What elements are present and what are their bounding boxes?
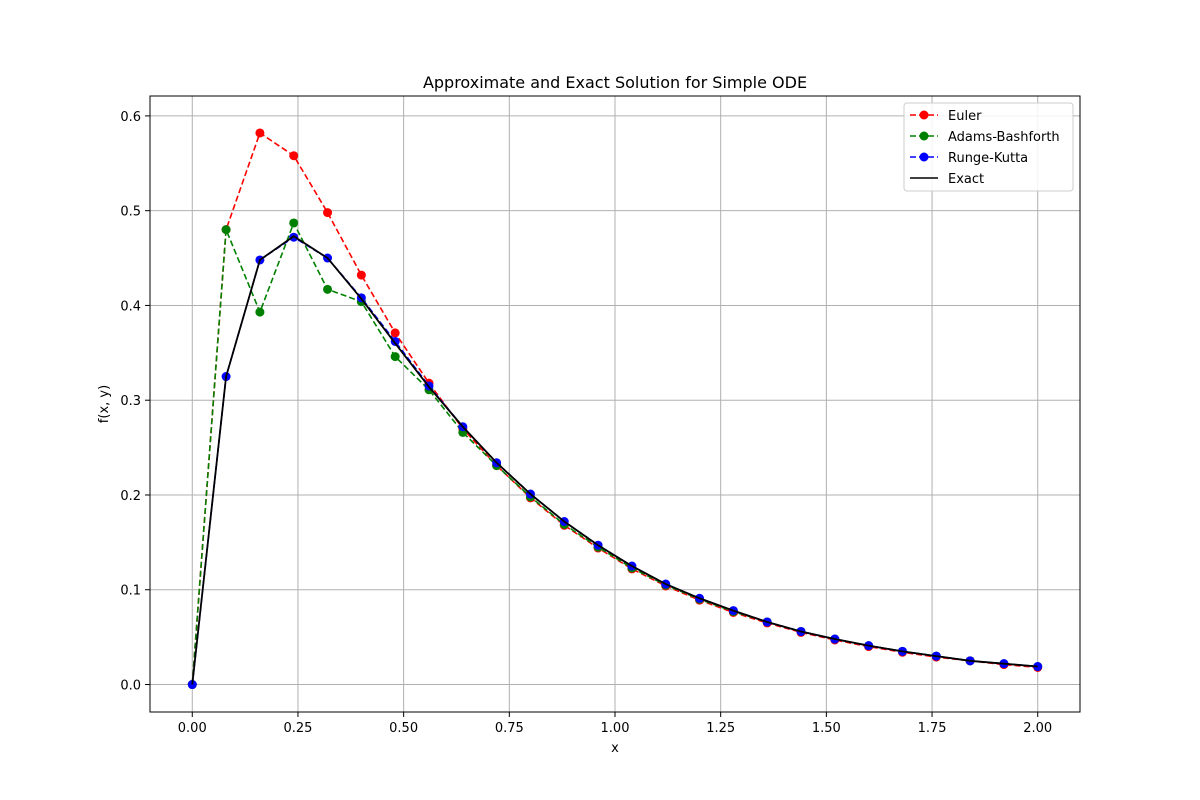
data-point-adams-bashforth: [390, 352, 400, 362]
series-exact: [191, 235, 1038, 685]
data-point-adams-bashforth: [289, 218, 299, 228]
legend-marker: [919, 131, 929, 141]
x-tick-label: 1.50: [812, 721, 841, 736]
y-tick-label: 0.1: [120, 584, 141, 599]
x-tick-label: 0.50: [389, 721, 418, 736]
chart-title: Approximate and Exact Solution for Simpl…: [423, 73, 807, 92]
series-line-exact: [191, 235, 1038, 685]
data-point-adams-bashforth: [221, 225, 231, 235]
x-tick-label: 0.00: [178, 721, 207, 736]
y-axis-label: f(x, y): [97, 385, 112, 423]
y-tick-label: 0.6: [120, 110, 141, 125]
data-point-euler: [289, 151, 299, 161]
x-axis-label: x: [611, 741, 619, 756]
y-axis: 0.0 0.1 0.2 0.3 0.4 0.5 0.6: [120, 110, 150, 694]
data-point-euler: [323, 208, 333, 218]
y-tick-label: 0.4: [120, 299, 141, 314]
data-point-euler: [255, 128, 265, 138]
legend-label: Runge-Kutta: [948, 151, 1028, 166]
series-line-euler: [191, 131, 1038, 685]
x-tick-label: 2.00: [1023, 721, 1052, 736]
legend-box: [903, 102, 1074, 192]
legend-item-exact: Exact: [910, 172, 984, 187]
x-tick-label: 0.25: [283, 721, 312, 736]
data-point-euler: [356, 270, 366, 280]
legend-item-adams-bashforth: Adams-Bashforth: [910, 130, 1060, 145]
y-tick-label: 0.5: [120, 205, 141, 220]
legend-item-euler: Euler: [910, 109, 982, 124]
legend-label: Adams-Bashforth: [948, 130, 1060, 145]
legend-marker: [919, 110, 929, 120]
legend-item-runge-kutta: Runge-Kutta: [910, 151, 1028, 166]
legend-marker: [919, 152, 929, 162]
legend: Euler Adams-Bashforth Runge-Kutta Exact: [903, 102, 1074, 192]
y-tick-label: 0.3: [120, 394, 141, 409]
data-point-adams-bashforth: [255, 307, 265, 317]
x-tick-label: 1.75: [918, 721, 947, 736]
x-tick-label: 0.75: [495, 721, 524, 736]
legend-label: Exact: [948, 172, 984, 187]
y-tick-label: 0.0: [120, 679, 141, 694]
legend-label: Euler: [948, 109, 982, 124]
x-tick-label: 1.00: [601, 721, 630, 736]
grid: [150, 96, 1080, 712]
data-point-adams-bashforth: [323, 284, 333, 294]
y-tick-label: 0.2: [120, 489, 141, 504]
x-tick-label: 1.25: [706, 721, 735, 736]
data-point-euler: [390, 328, 400, 338]
series-layer: [187, 128, 1043, 690]
x-axis: 0.00 0.25 0.50 0.75 1.00 1.25 1.50 1.75 2.00: [178, 712, 1052, 736]
